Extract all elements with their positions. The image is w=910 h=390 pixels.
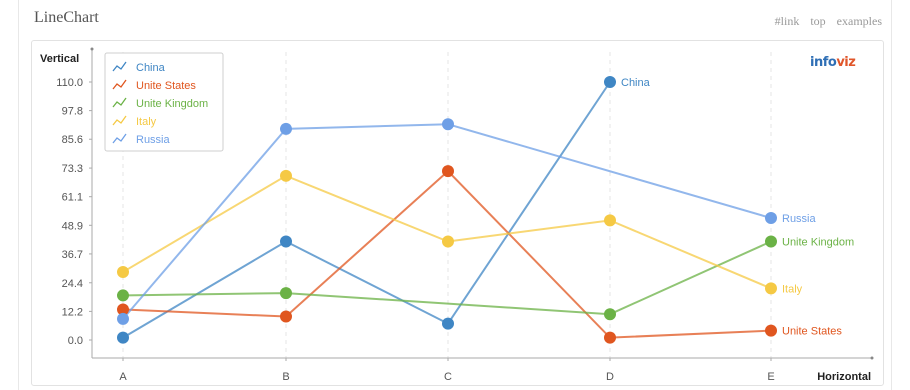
data-point-unite-kingdom xyxy=(765,235,777,248)
data-point-italy xyxy=(117,265,129,278)
data-point-china xyxy=(117,331,129,344)
y-tick-label: 97.8 xyxy=(62,106,83,118)
page-left-border xyxy=(18,0,19,390)
data-point-italy xyxy=(442,235,454,248)
legend-label-russia: Russia xyxy=(136,134,171,146)
data-point-unite-states xyxy=(442,165,454,178)
data-point-russia xyxy=(280,122,292,135)
end-label-italy: Italy xyxy=(782,283,803,295)
end-label-russia: Russia xyxy=(782,213,817,225)
link-examples[interactable]: examples xyxy=(836,14,882,28)
y-axis-title: Vertical xyxy=(40,53,79,65)
legend-label-unite-kingdom: Unite Kingdom xyxy=(136,98,208,110)
chart-frame xyxy=(31,40,884,386)
data-point-russia xyxy=(442,118,454,131)
legend-swatch-italy xyxy=(112,115,127,126)
end-label-china: China xyxy=(621,77,651,89)
y-tick-label: 85.6 xyxy=(62,134,83,146)
link-top[interactable]: top xyxy=(810,14,826,28)
series-line-italy xyxy=(122,174,772,290)
series-line-china xyxy=(122,81,611,339)
legend-swatch-russia xyxy=(112,133,127,144)
x-tick-label: C xyxy=(444,371,452,383)
series-line-russia xyxy=(122,123,772,320)
data-point-italy xyxy=(280,169,292,182)
legend-swatch-china xyxy=(112,61,127,72)
data-point-russia xyxy=(765,212,777,225)
data-point-unite-kingdom xyxy=(604,308,616,321)
data-point-unite-states xyxy=(604,331,616,344)
legend-swatch-unite-kingdom xyxy=(112,97,127,108)
data-point-unite-states xyxy=(117,303,129,316)
data-point-russia xyxy=(117,312,129,325)
data-point-china xyxy=(442,317,454,330)
y-tick-label: 73.3 xyxy=(62,163,83,175)
data-point-china xyxy=(604,76,616,88)
x-tick-label: B xyxy=(282,371,289,383)
x-tick-label: E xyxy=(767,371,774,383)
y-tick-label: 61.1 xyxy=(62,192,83,204)
y-axis-end xyxy=(90,47,94,51)
header-links: #link top examples xyxy=(767,14,882,29)
data-point-unite-kingdom xyxy=(280,287,292,300)
series-line-unite-states xyxy=(122,169,772,339)
data-point-italy xyxy=(765,282,777,295)
data-point-italy xyxy=(604,214,616,227)
y-tick-label: 48.9 xyxy=(62,220,83,232)
data-point-unite-kingdom xyxy=(117,289,129,302)
legend-box xyxy=(104,52,224,152)
end-label-unite-kingdom: Unite Kingdom xyxy=(782,236,854,248)
page-title: LineChart xyxy=(34,9,99,26)
legend-label-italy: Italy xyxy=(136,116,157,128)
link-anchor[interactable]: #link xyxy=(774,14,800,28)
data-point-unite-states xyxy=(280,310,292,323)
data-point-unite-states xyxy=(765,324,777,337)
y-tick-label: 0.0 xyxy=(68,335,83,347)
y-tick-label: 36.7 xyxy=(62,249,83,261)
x-tick-label: A xyxy=(119,371,127,383)
data-point-china xyxy=(280,235,292,248)
y-tick-label: 12.2 xyxy=(62,306,83,318)
x-axis-end xyxy=(870,356,874,360)
legend-swatch-unite-states xyxy=(112,79,127,90)
infoviz-logo: infoviz xyxy=(810,55,856,70)
page-right-border xyxy=(891,0,892,390)
y-tick-label: 110.0 xyxy=(56,77,83,89)
y-tick-label: 24.4 xyxy=(62,278,83,290)
x-axis-title: Horizontal xyxy=(817,371,871,383)
end-label-unite-states: Unite States xyxy=(782,326,842,338)
legend-label-unite-states: Unite States xyxy=(136,80,196,92)
legend-label-china: China xyxy=(136,62,166,74)
series-line-unite-kingdom xyxy=(122,240,772,316)
x-tick-label: D xyxy=(606,371,614,383)
